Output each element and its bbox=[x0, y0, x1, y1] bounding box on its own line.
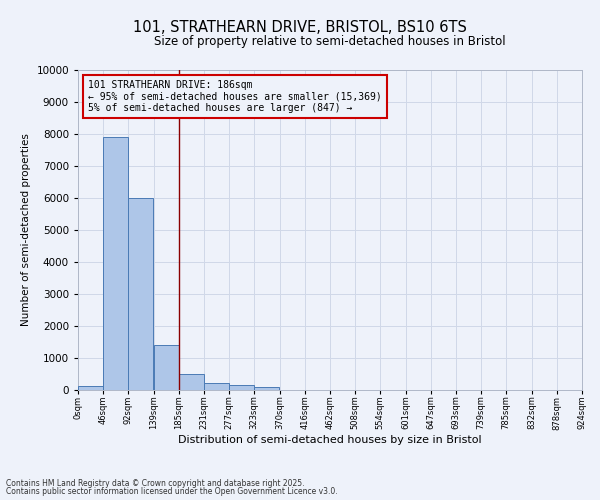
Bar bbox=[154, 345, 179, 390]
Text: Contains HM Land Registry data © Crown copyright and database right 2025.: Contains HM Land Registry data © Crown c… bbox=[6, 478, 305, 488]
Bar bbox=[229, 385, 254, 390]
X-axis label: Distribution of semi-detached houses by size in Bristol: Distribution of semi-detached houses by … bbox=[178, 435, 482, 445]
Text: 101, STRATHEARN DRIVE, BRISTOL, BS10 6TS: 101, STRATHEARN DRIVE, BRISTOL, BS10 6TS bbox=[133, 20, 467, 35]
Bar bbox=[204, 382, 229, 390]
Y-axis label: Number of semi-detached properties: Number of semi-detached properties bbox=[21, 134, 31, 326]
Title: Size of property relative to semi-detached houses in Bristol: Size of property relative to semi-detach… bbox=[154, 35, 506, 48]
Text: 101 STRATHEARN DRIVE: 186sqm
← 95% of semi-detached houses are smaller (15,369)
: 101 STRATHEARN DRIVE: 186sqm ← 95% of se… bbox=[88, 80, 382, 113]
Bar bbox=[179, 374, 204, 390]
Bar bbox=[254, 387, 279, 390]
Bar bbox=[103, 137, 128, 390]
Text: Contains public sector information licensed under the Open Government Licence v3: Contains public sector information licen… bbox=[6, 487, 338, 496]
Bar bbox=[78, 386, 103, 390]
Bar bbox=[128, 198, 153, 390]
